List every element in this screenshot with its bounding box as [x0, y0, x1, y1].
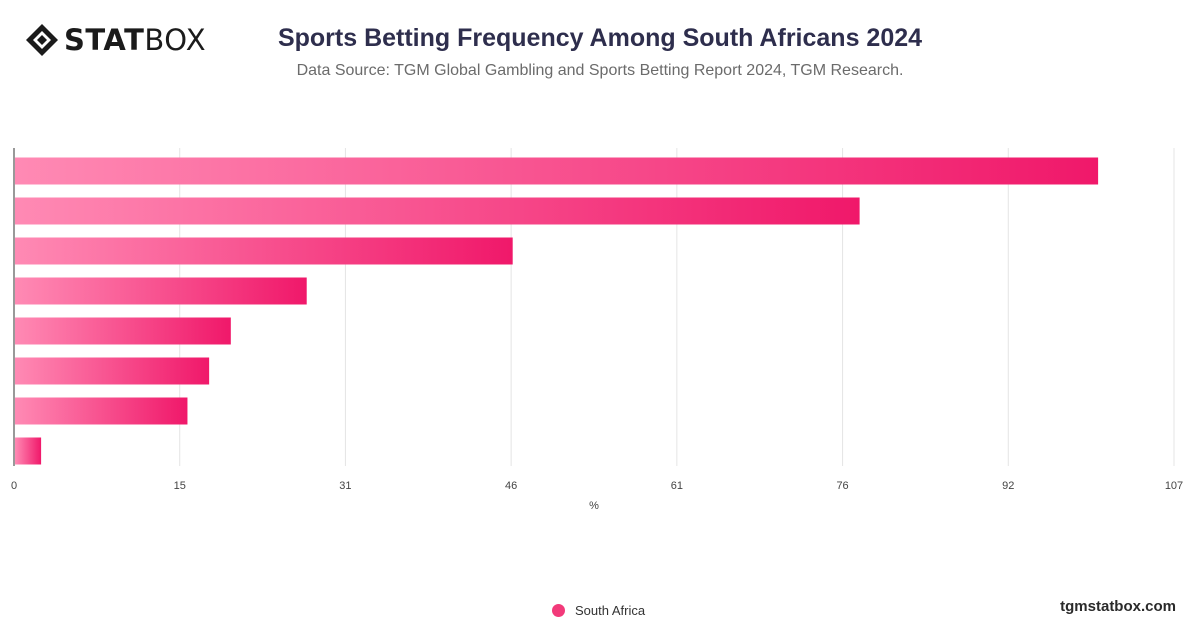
- bar[interactable]: [15, 197, 860, 225]
- bar[interactable]: [15, 357, 210, 385]
- x-tick-label: 61: [671, 480, 683, 492]
- chart-title: Sports Betting Frequency Among South Afr…: [277, 24, 923, 52]
- legend-label-south-africa: South Africa: [575, 603, 646, 618]
- bar[interactable]: [15, 397, 188, 425]
- bar[interactable]: [15, 237, 513, 265]
- legend-marker-south-africa: [552, 604, 565, 617]
- x-axis-unit: %: [589, 500, 599, 512]
- bar[interactable]: [15, 317, 231, 345]
- x-tick-label: 31: [339, 480, 351, 492]
- bar[interactable]: [15, 437, 42, 465]
- statbox-logo: STATBOX: [24, 22, 206, 58]
- logo-text: STATBOX: [64, 22, 206, 58]
- legend[interactable]: South Africa: [552, 603, 645, 618]
- logo-text-bold: STAT: [64, 23, 145, 57]
- x-tick-label: 76: [836, 480, 848, 492]
- x-tick-label: 107: [1165, 480, 1183, 492]
- bar[interactable]: [15, 157, 1099, 185]
- chart-subtitle: Data Source: TGM Global Gambling and Spo…: [296, 62, 904, 79]
- x-tick-label: 0: [11, 480, 17, 492]
- x-tick-label: 92: [1002, 480, 1014, 492]
- statbox-diamond-icon: [26, 24, 58, 56]
- logo-text-light: BOX: [144, 23, 207, 57]
- bar[interactable]: [15, 277, 307, 305]
- x-tick-label: 46: [505, 480, 517, 492]
- x-tick-label: 15: [174, 480, 186, 492]
- site-url: tgmstatbox.com: [1060, 598, 1176, 615]
